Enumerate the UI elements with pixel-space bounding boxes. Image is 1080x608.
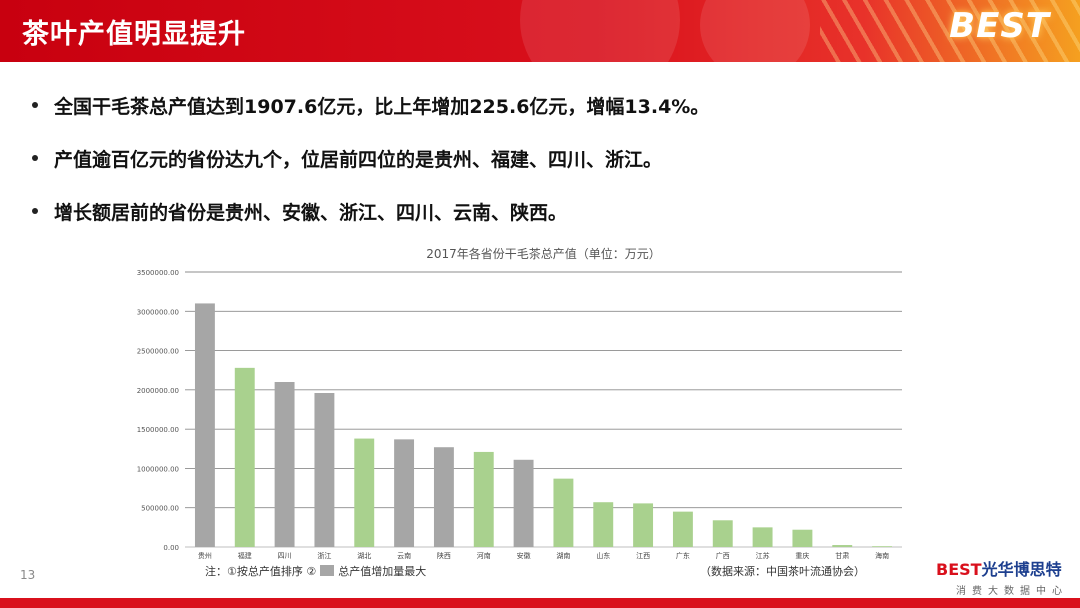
y-tick-label: 2500000.00 (137, 348, 179, 356)
bar (433, 447, 454, 547)
bar (473, 451, 494, 547)
chart-title: 2017年各省份干毛茶总产值（单位：万元） (426, 246, 661, 261)
decor-rays (820, 0, 1080, 62)
x-tick-label: 河南 (477, 551, 491, 560)
bottom-bar (0, 598, 1080, 608)
footer-brand-mark: BEST (936, 560, 982, 579)
data-source-note: （数据来源：中国茶叶流通协会） (700, 565, 865, 578)
x-tick-label: 甘肃 (835, 551, 849, 560)
y-tick-label: 2000000.00 (137, 387, 179, 395)
footer-company-name: 光华博思特 (981, 560, 1062, 579)
x-tick-label: 江西 (636, 552, 650, 560)
bar (194, 303, 215, 547)
x-tick-label: 海南 (875, 551, 889, 560)
bar (314, 393, 335, 547)
decor-circle (700, 0, 810, 62)
x-tick-label: 广西 (716, 551, 730, 560)
x-tick-label: 山东 (596, 551, 610, 560)
y-tick-label: 1000000.00 (137, 465, 179, 473)
y-tick-label: 3500000.00 (137, 269, 179, 277)
footnote-prefix: 注：①按总产值排序 ② (205, 565, 317, 578)
bar-chart: 2017年各省份干毛茶总产值（单位：万元） 0.00 500000.00 100000… (137, 246, 902, 560)
footer-tagline: 消费大数据中心 (956, 586, 1068, 597)
bar (354, 438, 375, 547)
x-tick-label: 四川 (278, 552, 292, 560)
chart-footnote: 注：①按总产值排序 ② 总产值增加量最大 (205, 563, 426, 579)
legend-swatch-gray (320, 565, 335, 576)
y-tick-label: 0.00 (163, 544, 179, 552)
decor-circle (520, 0, 680, 62)
x-tick-label: 浙江 (317, 551, 331, 560)
bar (593, 502, 614, 547)
x-tick-label: 贵州 (198, 551, 212, 560)
bullet-item: 增长额居前的省份是贵州、安徽、浙江、四川、云南、陕西。 (30, 198, 709, 224)
y-tick-label: 3000000.00 (137, 308, 179, 316)
x-tick-label: 广东 (676, 551, 690, 560)
bar (274, 382, 295, 547)
footnote-suffix: 总产值增加量最大 (338, 565, 427, 578)
bar (234, 367, 255, 547)
bullet-item: 产值逾百亿元的省份达九个，位居前四位的是贵州、福建、四川、浙江。 (30, 145, 709, 171)
header-banner: 茶叶产值明显提升 BEST (0, 0, 1080, 62)
bullet-item: 全国干毛茶总产值达到1907.6亿元，比上年增加225.6亿元，增幅13.4%。 (30, 92, 709, 118)
bar (832, 545, 853, 547)
bar (712, 520, 733, 547)
footer-brand-name: BEST光华博思特 (936, 556, 1076, 580)
x-tick-label: 重庆 (795, 551, 809, 560)
page-title: 茶叶产值明显提升 (22, 19, 246, 50)
bar (872, 546, 893, 547)
x-tick-label: 陕西 (437, 551, 451, 560)
x-tick-label: 湖南 (556, 551, 570, 560)
x-tick-label: 湖北 (357, 551, 371, 560)
bar (394, 439, 415, 547)
bar (633, 503, 654, 547)
x-tick-label: 江苏 (756, 551, 770, 560)
bar (752, 527, 773, 547)
x-tick-label: 安徽 (517, 551, 531, 560)
brand-logo: BEST (949, 6, 1050, 46)
bar (553, 478, 574, 547)
bar (513, 459, 534, 547)
bar (792, 529, 813, 547)
page-number: 13 (20, 568, 36, 582)
bullet-list: 全国干毛茶总产值达到1907.6亿元，比上年增加225.6亿元，增幅13.4%。… (30, 92, 709, 251)
footer-logo: BEST光华博思特 消费大数据中心 (936, 556, 1076, 597)
bar (672, 511, 693, 547)
y-tick-label: 500000.00 (141, 505, 179, 513)
x-tick-label: 福建 (238, 551, 252, 560)
y-tick-label: 1500000.00 (137, 426, 179, 434)
x-tick-label: 云南 (397, 551, 411, 560)
